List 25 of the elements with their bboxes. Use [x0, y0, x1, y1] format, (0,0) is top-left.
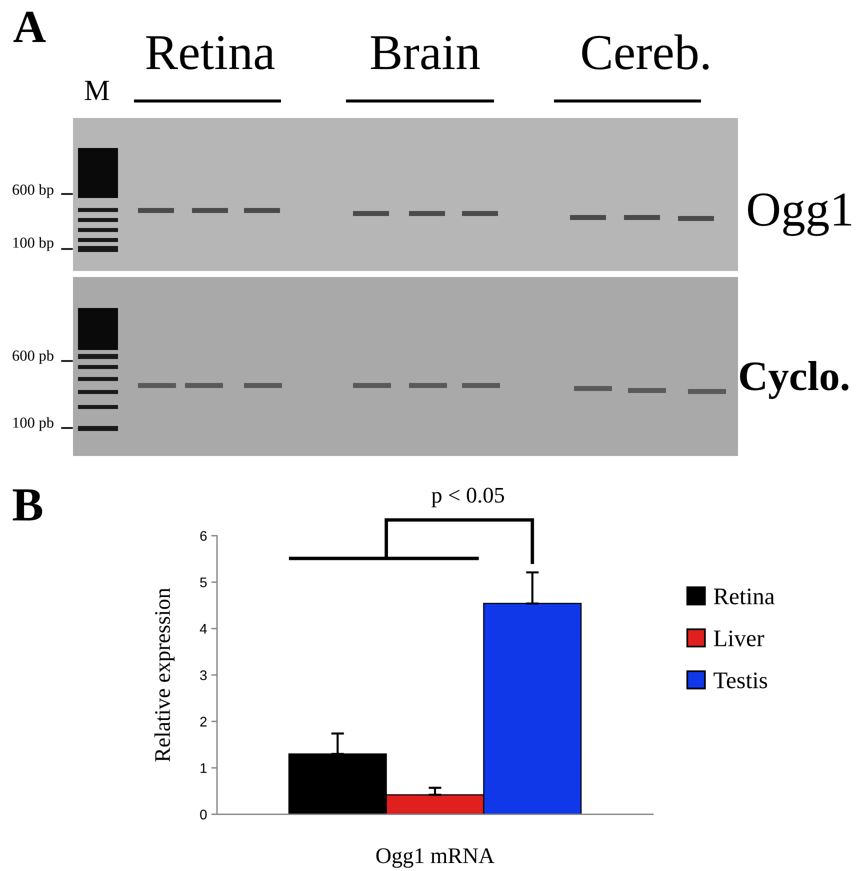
- y-tick-label: 1: [200, 763, 207, 773]
- text: 100 bp: [13, 237, 54, 251]
- legend-label: Retina: [714, 588, 775, 604]
- text: Ogg1: [748, 193, 852, 236]
- text: Retina: [146, 36, 275, 70]
- legend-label: Testis: [714, 672, 768, 688]
- text: 600 pb: [12, 350, 54, 364]
- x-tick-label: Ogg1 mRNA: [376, 848, 494, 868]
- y-tick-label: 2: [200, 716, 207, 726]
- y-tick-label: 6: [200, 531, 207, 541]
- text: M: [84, 80, 110, 100]
- y-tick-label: 4: [200, 624, 207, 634]
- text: Cyclo.: [740, 361, 848, 399]
- text: Brain: [370, 36, 480, 70]
- y-tick-label: 5: [200, 578, 207, 588]
- text: 100 pb: [13, 417, 54, 431]
- text: p < 0.05: [432, 488, 504, 508]
- y-axis-title: Relative expression: [154, 588, 175, 762]
- text: Cereb.: [582, 34, 709, 70]
- chart-title: B: [12, 489, 42, 520]
- text: 600 bp: [12, 184, 54, 198]
- legend-label: Liver: [714, 630, 764, 646]
- y-tick-label: 3: [200, 670, 207, 680]
- y-tick-label: 0: [200, 810, 207, 820]
- text: A: [13, 12, 46, 42]
